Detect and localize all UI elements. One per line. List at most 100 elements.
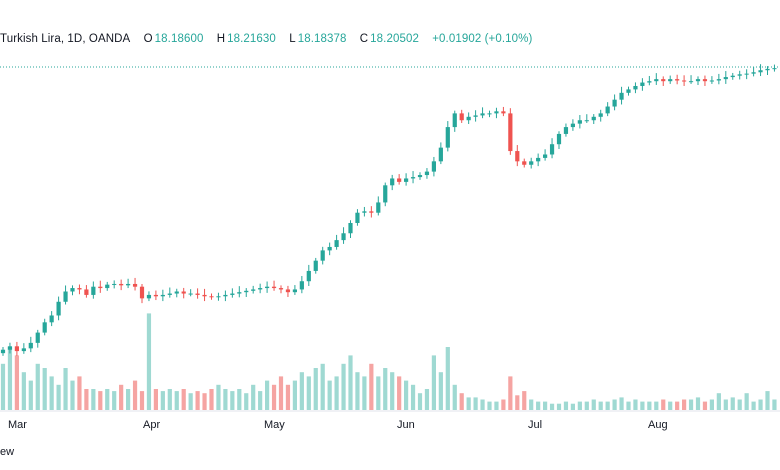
- volume-bar: [737, 399, 742, 410]
- volume-bar: [306, 376, 311, 410]
- open-label: O: [143, 33, 153, 45]
- volume-bar: [508, 376, 513, 410]
- volume-bar: [404, 380, 409, 410]
- candle-body: [98, 286, 103, 289]
- volume-bar: [376, 376, 381, 410]
- candle-body: [473, 115, 478, 117]
- close-value: 18.20502: [370, 33, 419, 45]
- candle-body: [404, 178, 409, 182]
- candle-body: [306, 270, 311, 282]
- volume-bar: [529, 399, 534, 410]
- candle-body: [195, 293, 200, 295]
- candle-body: [619, 92, 624, 100]
- volume-bar: [146, 313, 152, 410]
- candle-body: [369, 211, 374, 213]
- volume-bar: [424, 389, 430, 410]
- volume-bar: [744, 393, 749, 410]
- volume-bar: [626, 401, 631, 410]
- volume-bar: [494, 401, 499, 410]
- volume-bar: [251, 384, 256, 410]
- volume-bar: [244, 393, 249, 410]
- volume-bar: [355, 372, 360, 410]
- candle-body: [230, 293, 235, 295]
- candle-body: [63, 291, 68, 302]
- candle-body: [445, 127, 450, 148]
- candle-body: [265, 286, 270, 289]
- volume-bar: [390, 372, 395, 410]
- candle-body: [640, 82, 645, 86]
- volume-bar: [334, 376, 339, 410]
- candle-body: [438, 147, 443, 162]
- volume-bar: [584, 401, 589, 410]
- volume-bar: [153, 389, 158, 410]
- volume-bar: [487, 401, 492, 410]
- candle-body: [376, 202, 381, 213]
- volume-bar: [397, 376, 402, 410]
- volume-bar: [362, 376, 367, 410]
- candle-body: [508, 113, 513, 152]
- footer-label: ew: [0, 446, 15, 458]
- candle-body: [536, 157, 541, 162]
- month-label: Jul: [528, 419, 542, 431]
- volume-bar: [765, 391, 770, 410]
- candle-body: [682, 80, 687, 82]
- volume-bar: [28, 380, 33, 410]
- volume-bar: [675, 401, 680, 410]
- candle-body: [605, 106, 610, 114]
- candle-body: [251, 289, 256, 291]
- symbol-title[interactable]: Turkish Lira, 1D, OANDA: [0, 33, 131, 45]
- volume-bar: [70, 380, 75, 410]
- volume-bar: [612, 399, 617, 410]
- candle-body: [167, 293, 172, 295]
- candle-body: [744, 73, 749, 75]
- candle-body: [549, 144, 555, 155]
- candle-body: [14, 346, 19, 352]
- candle-body: [313, 260, 318, 271]
- candle-body: [626, 89, 631, 93]
- candle-body: [383, 185, 388, 203]
- volume-bar: [709, 399, 714, 410]
- open-value: 18.18600: [154, 33, 204, 45]
- volume-bar: [278, 376, 284, 410]
- volume-bar: [167, 389, 172, 410]
- close-label: C: [359, 33, 369, 45]
- month-label: Aug: [648, 419, 668, 431]
- candle-body: [543, 154, 548, 158]
- candle-body: [522, 161, 527, 165]
- candle-body: [452, 113, 457, 128]
- volume-bar: [619, 397, 624, 410]
- candle-body: [688, 81, 694, 83]
- volume-bar: [91, 389, 96, 410]
- candle-body: [661, 79, 666, 82]
- volume-bar: [522, 391, 527, 410]
- volume-bar: [654, 401, 659, 410]
- volume-bars: [0, 313, 777, 410]
- change-value: +0.01902 (+0.10%): [432, 33, 533, 45]
- candle-body: [751, 72, 756, 74]
- volume-bar: [181, 389, 186, 410]
- candle-body: [723, 77, 728, 80]
- volume-bar: [417, 393, 423, 410]
- volume-bar: [633, 399, 638, 410]
- candle-body: [28, 342, 33, 349]
- volume-bar: [265, 380, 270, 410]
- candle-body: [49, 315, 54, 323]
- volume-bar: [723, 399, 728, 410]
- volume-bar: [577, 401, 582, 410]
- candle-body: [501, 111, 506, 114]
- candle-body: [292, 289, 297, 293]
- candle-body: [647, 81, 652, 83]
- candle-body: [223, 294, 228, 297]
- candle-body: [139, 286, 145, 299]
- candle-body: [466, 116, 471, 121]
- low-label: L: [289, 33, 296, 45]
- high-value: 18.21630: [227, 33, 276, 45]
- volume-bar: [285, 384, 291, 410]
- month-label: Mar: [8, 419, 27, 431]
- volume-bar: [473, 397, 478, 410]
- volume-bar: [341, 363, 346, 410]
- volume-bar: [49, 376, 54, 410]
- volume-bar: [292, 380, 297, 410]
- volume-bar: [7, 347, 13, 410]
